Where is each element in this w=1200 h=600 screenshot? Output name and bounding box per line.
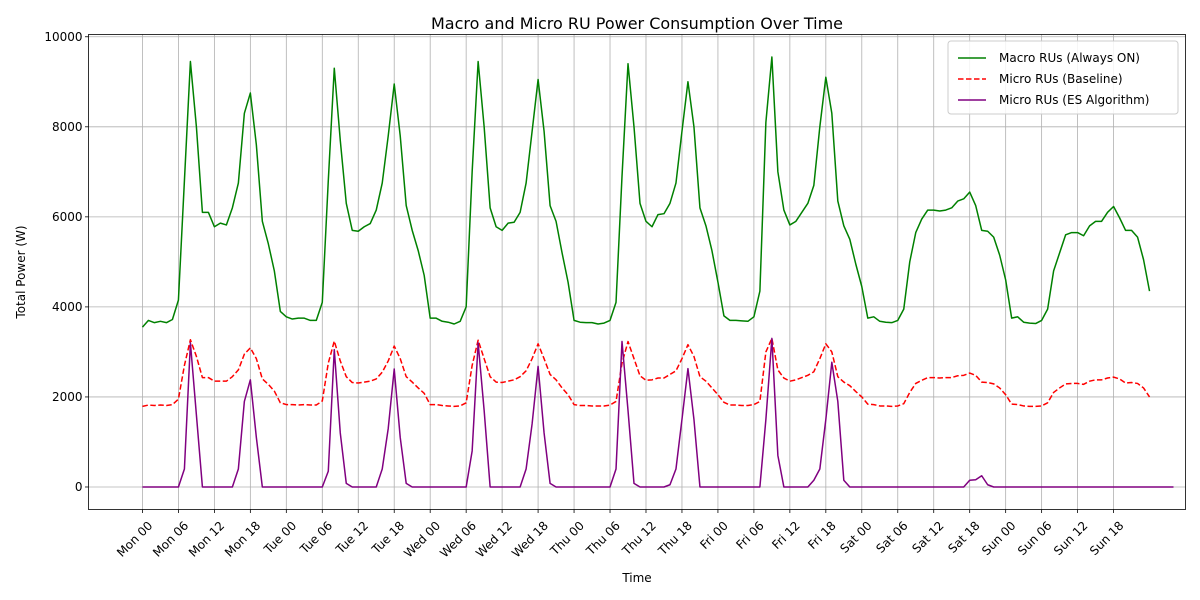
series-line-2: [142, 337, 1151, 408]
x-tick-label: Fri 18: [805, 519, 839, 553]
x-axis-title: Time: [621, 571, 651, 585]
x-tick-label: Wed 12: [473, 519, 515, 561]
y-axis-title: Total Power (W): [14, 225, 28, 319]
x-tick-label: Sat 06: [873, 519, 910, 556]
x-tick-label: Fri 12: [769, 519, 803, 553]
x-tick-label: Mon 18: [222, 519, 263, 560]
y-tick-label: 4000: [52, 300, 83, 314]
x-tick-label: Wed 18: [509, 519, 551, 561]
y-tick-label: 2000: [52, 390, 83, 404]
x-tick-label: Wed 00: [401, 519, 443, 561]
x-tick-label: Mon 06: [150, 519, 191, 560]
x-tick-label: Sun 00: [979, 519, 1019, 559]
x-tick-label: Fri 00: [697, 519, 731, 553]
x-tick-label: Sun 06: [1015, 519, 1055, 559]
x-tick-label: Sat 00: [837, 519, 874, 556]
legend-label-3: Micro RUs (ES Algorithm): [999, 93, 1149, 107]
series-line-3: [142, 337, 1174, 488]
x-tick-label: Sun 18: [1087, 519, 1127, 559]
x-tick-label: Thu 18: [655, 519, 695, 559]
series-layer: [141, 56, 1174, 488]
legend-box: [947, 40, 1179, 115]
chart-title: Macro and Micro RU Power Consumption Ove…: [431, 14, 843, 33]
x-tick-label: Tue 12: [333, 519, 372, 558]
y-tick-label: 8000: [52, 120, 83, 134]
x-tick-label: Wed 06: [437, 519, 479, 561]
x-tick-label: Sun 12: [1051, 519, 1091, 559]
x-tick-label: Fri 06: [733, 519, 767, 553]
legend-label-1: Macro RUs (Always ON): [999, 51, 1140, 65]
y-tick-label: 6000: [52, 210, 83, 224]
x-tick-label: Tue 06: [297, 519, 336, 558]
series-line-1: [141, 56, 1151, 328]
plot-frame: [88, 34, 1186, 510]
y-tick-label: 10000: [44, 30, 82, 44]
x-tick-label: Thu 00: [547, 519, 587, 559]
x-tick-label: Thu 12: [619, 519, 659, 559]
x-tick-label: Sat 12: [909, 519, 946, 556]
x-tick-label: Sat 18: [945, 519, 982, 556]
y-axis-ticks: 0 2000 4000 6000 8000 10000: [44, 30, 89, 494]
x-tick-label: Mon 00: [114, 519, 155, 560]
legend-label-2: Micro RUs (Baseline): [999, 72, 1123, 86]
x-tick-label: Tue 00: [261, 519, 300, 558]
x-tick-label: Thu 06: [583, 519, 623, 559]
y-tick-label: 0: [75, 480, 83, 494]
legend: Macro RUs (Always ON) Micro RUs (Baseline…: [947, 40, 1179, 115]
x-tick-label: Mon 12: [186, 519, 227, 560]
